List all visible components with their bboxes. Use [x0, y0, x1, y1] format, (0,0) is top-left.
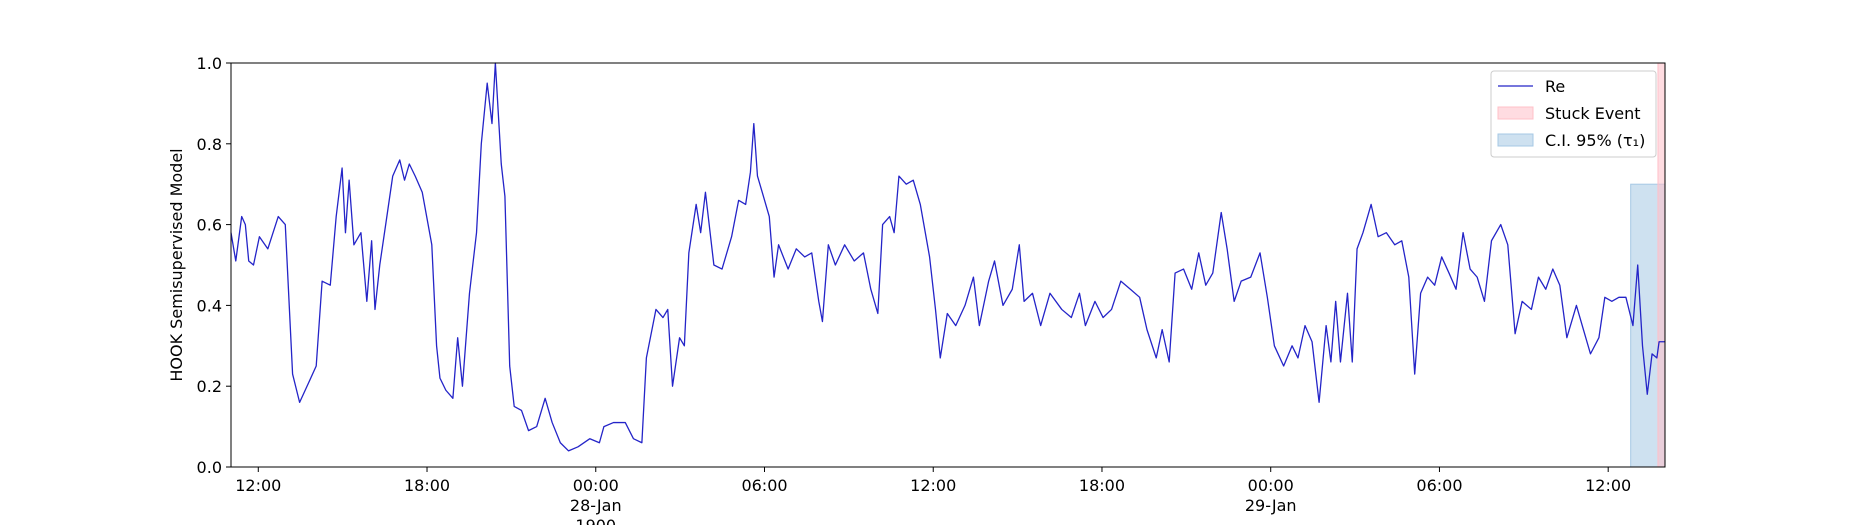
legend-label: Stuck Event: [1545, 104, 1641, 123]
y-tick-label: 0.4: [197, 296, 222, 315]
band: [1657, 62, 1666, 468]
y-tick-label: 0.6: [197, 216, 222, 235]
x-tick-label: 06:00: [741, 476, 787, 495]
plot-frame: [230, 62, 1666, 468]
y-tick-label: 1.0: [197, 54, 222, 73]
x-tick-label: 12:00: [235, 476, 281, 495]
y-tick-label: 0.8: [197, 135, 222, 154]
x-tick-label: 18:00: [1079, 476, 1125, 495]
y-tick-label: 0.0: [197, 458, 222, 477]
y-axis-label: HOOK Semisupervised Model: [167, 148, 186, 381]
y-tick-label: 0.2: [197, 377, 222, 396]
legend-label: C.I. 95% (τ₁): [1545, 131, 1645, 150]
x-tick-label: 12:00: [910, 476, 956, 495]
x-tick-label: 00:00 29-Jan: [1245, 476, 1297, 515]
legend-swatch: [1497, 133, 1534, 147]
x-tick-label: 12:00: [1585, 476, 1631, 495]
x-tick-label: 18:00: [404, 476, 450, 495]
data-line: [230, 62, 1665, 452]
legend: Re Stuck Event C.I. 95% (τ₁): [1490, 70, 1657, 158]
legend-label: Re: [1545, 77, 1565, 96]
legend-swatch: [1497, 106, 1534, 120]
x-tick-label: 06:00: [1416, 476, 1462, 495]
